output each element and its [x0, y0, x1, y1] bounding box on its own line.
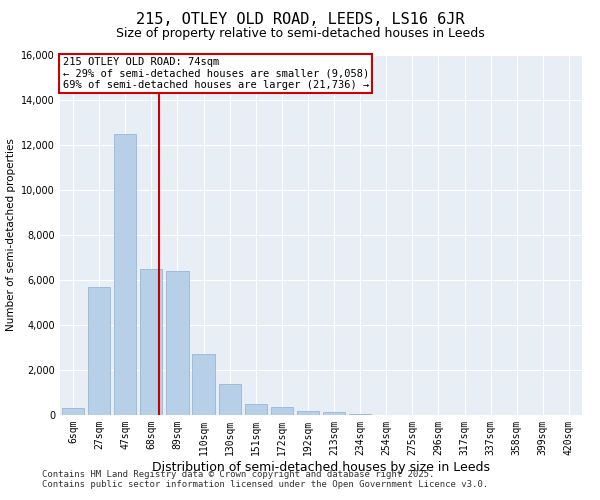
Text: Contains HM Land Registry data © Crown copyright and database right 2025.
Contai: Contains HM Land Registry data © Crown c…: [42, 470, 488, 489]
Bar: [245, 404, 267, 415]
Bar: [114, 134, 136, 415]
Text: 215 OTLEY OLD ROAD: 74sqm
← 29% of semi-detached houses are smaller (9,058)
69% : 215 OTLEY OLD ROAD: 74sqm ← 29% of semi-…: [62, 57, 369, 90]
Bar: [193, 354, 215, 415]
Bar: [218, 384, 241, 415]
Y-axis label: Number of semi-detached properties: Number of semi-detached properties: [6, 138, 16, 332]
Bar: [88, 287, 110, 415]
Bar: [323, 412, 345, 415]
Bar: [140, 269, 163, 415]
Bar: [349, 414, 371, 415]
Bar: [62, 408, 84, 415]
Bar: [271, 407, 293, 415]
Text: 215, OTLEY OLD ROAD, LEEDS, LS16 6JR: 215, OTLEY OLD ROAD, LEEDS, LS16 6JR: [136, 12, 464, 28]
Bar: [297, 410, 319, 415]
X-axis label: Distribution of semi-detached houses by size in Leeds: Distribution of semi-detached houses by …: [152, 460, 490, 473]
Bar: [166, 271, 188, 415]
Text: Size of property relative to semi-detached houses in Leeds: Size of property relative to semi-detach…: [116, 28, 484, 40]
